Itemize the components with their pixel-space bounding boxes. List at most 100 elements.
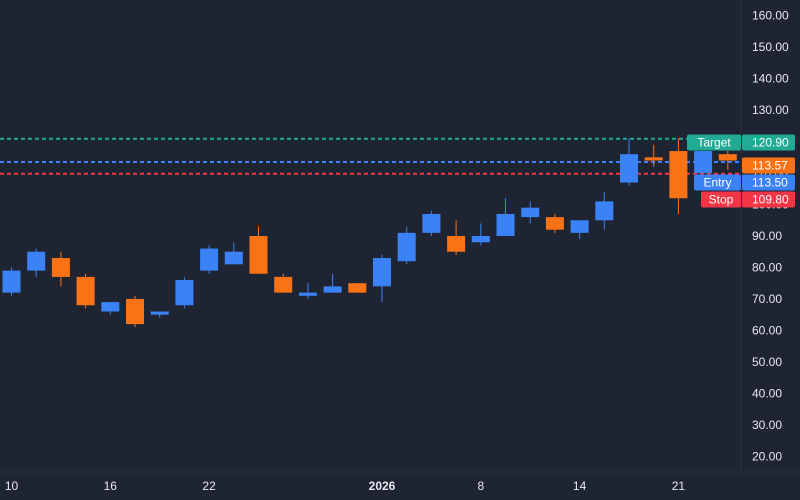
candle-body <box>373 258 391 287</box>
target-label-tag: Target <box>687 134 741 151</box>
candle-body <box>669 151 688 199</box>
candle-body <box>126 298 144 325</box>
candle <box>51 251 70 287</box>
candle-body <box>224 251 243 265</box>
time-tick-label: 14 <box>573 479 587 493</box>
candle <box>150 311 169 318</box>
candle <box>76 273 95 309</box>
entry-label-tag-text: Entry <box>703 176 731 190</box>
price-tick-label: 130.00 <box>752 103 789 117</box>
price-tick-label: 90.00 <box>752 229 782 243</box>
candle-body <box>694 151 713 174</box>
entry-label-tag: Entry <box>694 174 741 191</box>
time-tick-label: 16 <box>104 479 118 493</box>
candle <box>397 226 416 265</box>
candle <box>694 151 713 174</box>
candle-body <box>298 292 317 296</box>
entry-price-tag-text: 113.50 <box>752 176 788 190</box>
candle <box>224 242 243 265</box>
candle-body <box>274 276 293 293</box>
candle-body <box>249 236 268 274</box>
candle-body <box>76 276 95 306</box>
price-tick-label: 150.00 <box>752 40 789 54</box>
candle-body <box>496 213 515 236</box>
candle <box>101 302 120 315</box>
candle-body <box>447 236 466 252</box>
price-tick-label: 140.00 <box>752 72 789 86</box>
price-tick-label: 70.00 <box>752 292 782 306</box>
candle-body <box>595 201 614 221</box>
candles-layer <box>2 138 737 328</box>
candle-body <box>521 207 540 218</box>
target-price-tag-text: 120.90 <box>752 136 789 150</box>
entry-label-tag-bg <box>694 174 741 191</box>
price-tick-label: 40.00 <box>752 386 782 400</box>
price-tick-label: 20.00 <box>752 449 782 463</box>
candle <box>570 220 589 240</box>
time-tick-label: 10 <box>5 479 19 493</box>
candle <box>718 151 737 170</box>
last-price-tag-bg <box>742 157 795 174</box>
target-price-tag: 120.90 <box>742 134 795 151</box>
time-tick-label: 2026 <box>369 479 396 493</box>
candle-body <box>101 302 120 312</box>
candle-body <box>422 213 441 233</box>
candle-body <box>348 283 367 293</box>
stop-label-tag-bg <box>701 191 741 208</box>
time-tick-label: 8 <box>477 479 484 493</box>
time-tick-label: 22 <box>202 479 216 493</box>
candle <box>200 245 219 274</box>
candle <box>348 283 367 293</box>
candle <box>422 210 441 236</box>
candle-body <box>200 248 219 271</box>
stop-label-tag-text: Stop <box>709 193 734 207</box>
stop-price-tag: 109.80 <box>742 191 795 208</box>
candle <box>126 295 144 328</box>
candle <box>595 191 614 230</box>
candle <box>2 267 21 296</box>
price-axis[interactable] <box>740 0 800 472</box>
candle <box>496 198 515 236</box>
candle-body <box>397 232 416 262</box>
candle-body <box>545 217 564 230</box>
candle <box>249 226 268 274</box>
stop-price-tag-text: 109.80 <box>752 193 789 207</box>
candle-body <box>51 258 70 277</box>
candle-body <box>620 154 638 183</box>
candle <box>274 273 293 293</box>
candle-body <box>27 251 46 271</box>
candle <box>373 254 391 303</box>
candle-body <box>570 220 589 233</box>
candle <box>298 283 317 299</box>
price-axis-background <box>741 0 800 472</box>
candle-body <box>718 154 737 161</box>
candle <box>27 248 46 277</box>
candle <box>644 144 663 167</box>
last-price-tag-text: 113.57 <box>752 159 788 173</box>
candle-body <box>2 270 21 293</box>
target-price-tag-bg <box>742 134 795 151</box>
level-tags: 120.90 Target 113.57 113.50 Entry 109.80 Stop <box>687 134 795 208</box>
candle <box>521 201 540 224</box>
candle <box>545 213 564 233</box>
candle <box>323 273 342 293</box>
price-tick-label: 80.00 <box>752 260 782 274</box>
candle-body <box>150 311 169 315</box>
price-tick-label: 60.00 <box>752 323 782 337</box>
target-label-tag-text: Target <box>697 136 731 150</box>
price-tick-label: 160.00 <box>752 9 789 23</box>
price-tick-label: 30.00 <box>752 418 782 432</box>
time-ticks: 10 16 22 2026 8 14 21 <box>5 479 686 493</box>
stop-label-tag: Stop <box>701 191 741 208</box>
levels-layer <box>0 137 741 175</box>
price-tick-label: 50.00 <box>752 355 782 369</box>
candle <box>471 223 490 246</box>
candle <box>447 220 466 255</box>
entry-price-tag-bg <box>742 174 795 191</box>
candle-body <box>323 286 342 293</box>
last-price-tag: 113.57 <box>742 157 795 174</box>
candle <box>669 138 688 214</box>
target-label-tag-bg <box>687 134 741 151</box>
